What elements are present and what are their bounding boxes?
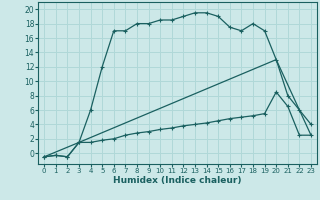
X-axis label: Humidex (Indice chaleur): Humidex (Indice chaleur) (113, 176, 242, 185)
